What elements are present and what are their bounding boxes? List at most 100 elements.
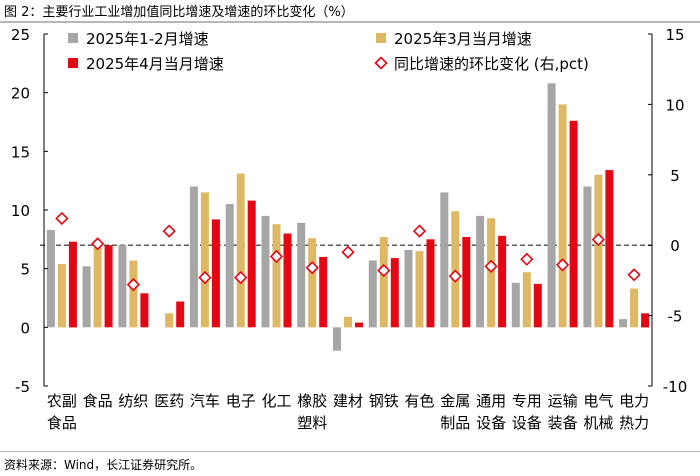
change-marker-1 (91, 237, 105, 251)
bar-series3-2 (140, 293, 149, 328)
bar-series3-16 (641, 313, 650, 328)
change-marker-6 (269, 249, 284, 264)
bar-series2-16 (630, 288, 639, 328)
bar-series1-4 (189, 186, 198, 328)
category-label-13: 专用 (512, 392, 542, 410)
legend-swatch-series1 (68, 33, 78, 43)
left-tick-label: 5 (20, 261, 30, 279)
category-label-8: 建材 (333, 392, 363, 410)
bar-series3-14 (569, 120, 578, 328)
bar-series3-15 (605, 170, 614, 328)
bar-series2-7 (308, 238, 317, 328)
bar-series1-2 (118, 245, 127, 328)
bar-series3-5 (247, 200, 256, 328)
bar-series1-14 (547, 83, 556, 328)
category-label-6: 化工 (261, 392, 291, 410)
legend-label-series1: 2025年1-2月增速 (86, 30, 209, 48)
bar-series2-8 (344, 316, 352, 328)
change-marker-9 (377, 263, 391, 278)
left-tick-label: -5 (15, 378, 30, 396)
change-marker-0 (55, 211, 69, 226)
title-divider (0, 21, 700, 23)
figure-title: 图 2：主要行业工业增加值同比增速及增速的环比变化（%） (4, 5, 354, 20)
bar-series1-13 (511, 282, 520, 328)
right-tick-label: -5 (668, 308, 683, 326)
bar-series2-2 (129, 260, 138, 328)
right-tick-label: 5 (670, 167, 680, 185)
category-label-16: 电力 (619, 392, 649, 410)
left-tick-label: 15 (11, 143, 30, 161)
bar-series (46, 83, 650, 351)
right-tick-label: 10 (665, 96, 684, 114)
left-tick-label: 25 (11, 26, 30, 44)
bar-series1-7 (297, 222, 306, 328)
category-label-7: 橡胶 (297, 392, 327, 410)
left-tick-label: 0 (20, 319, 30, 337)
bar-series1-8 (333, 327, 341, 351)
bar-series2-3 (165, 313, 174, 328)
change-marker-2 (126, 277, 141, 292)
category-label-15: 机械 (583, 414, 613, 432)
right-tick-label: 15 (665, 26, 684, 44)
bar-series2-9 (379, 237, 388, 328)
category-label-3: 医药 (154, 392, 184, 410)
legend-marker-change (374, 56, 388, 70)
change-marker-7 (305, 261, 319, 275)
right-tick-label: 0 (670, 237, 680, 255)
category-label-2: 纺织 (118, 392, 148, 410)
bar-series1-11 (440, 192, 449, 328)
left-tick-label: 10 (11, 202, 30, 220)
category-label-4: 汽车 (190, 392, 220, 410)
bar-series3-9 (390, 258, 399, 328)
change-marker-3 (162, 224, 176, 238)
footer-divider (0, 451, 700, 452)
category-label-15: 电气 (583, 392, 613, 410)
change-marker-14 (555, 258, 570, 272)
axes: -5 0 5 10 15 20 25 -10 -5 0 5 10 15 (11, 26, 687, 396)
bar-series3-13 (533, 283, 542, 328)
category-label-13: 设备 (512, 414, 542, 432)
bar-series1-5 (225, 204, 234, 328)
bar-series3-8 (355, 322, 363, 328)
category-label-7: 塑料 (297, 414, 327, 432)
right-tick-label: -10 (663, 378, 688, 396)
bar-series2-0 (57, 264, 66, 328)
change-marker-5 (234, 270, 248, 285)
change-marker-4 (198, 270, 212, 285)
change-marker-15 (591, 232, 605, 247)
bar-series3-11 (462, 237, 471, 328)
category-label-11: 金属 (440, 392, 470, 410)
bar-series1-0 (46, 229, 55, 328)
category-label-9: 钢铁 (369, 392, 399, 410)
change-marker-11 (448, 269, 462, 283)
bar-series2-14 (558, 104, 567, 328)
legend-swatch-series2 (376, 33, 386, 43)
bar-series3-7 (319, 256, 328, 328)
bar-series3-10 (426, 239, 435, 328)
bar-series3-12 (498, 235, 507, 328)
bar-series3-3 (176, 301, 185, 328)
bar-series2-15 (594, 174, 603, 328)
bar-series2-13 (522, 272, 531, 328)
bar-series2-11 (451, 211, 460, 328)
bar-series2-5 (236, 173, 245, 328)
bar-series1-9 (368, 260, 377, 328)
legend: 2025年1-2月增速 2025年3月当月增速 2025年4月当月增速 同比增速的环比… (68, 30, 589, 73)
category-label-14: 装备 (548, 414, 578, 432)
bar-series1-1 (82, 266, 91, 328)
change-marker-8 (341, 245, 355, 259)
category-label-1: 食品 (83, 392, 113, 410)
change-marker-12 (484, 259, 498, 273)
bar-series2-6 (272, 224, 281, 328)
category-label-14: 运输 (548, 392, 578, 410)
change-marker-13 (520, 252, 534, 266)
category-label-5: 电子 (226, 392, 256, 410)
bar-series3-4 (211, 219, 220, 328)
bar-series2-10 (415, 251, 424, 328)
legend-label-series4: 同比增速的环比变化 (右,pct) (394, 55, 589, 73)
bar-series2-1 (93, 246, 102, 328)
category-label-12: 设备 (476, 414, 506, 432)
bar-series1-10 (404, 249, 413, 328)
category-label-11: 制品 (440, 414, 470, 432)
